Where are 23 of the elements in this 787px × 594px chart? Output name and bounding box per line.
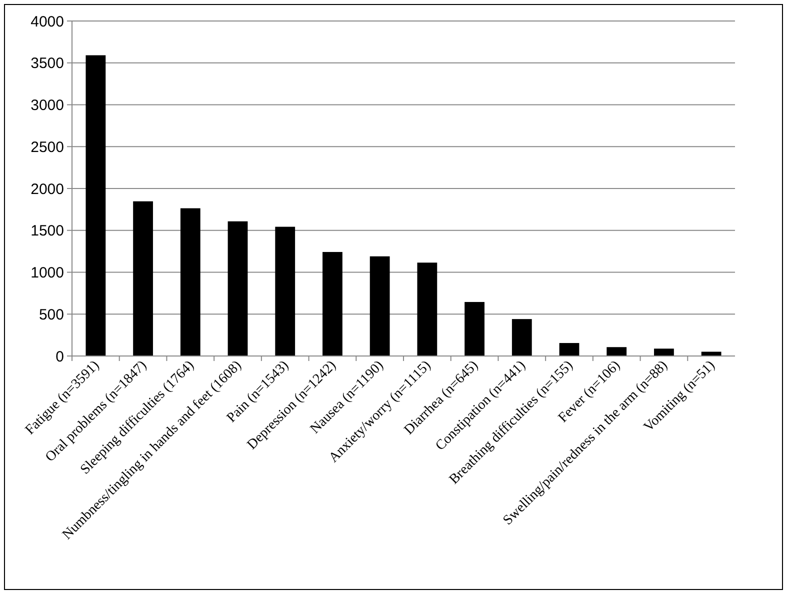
bar xyxy=(654,348,674,356)
bar xyxy=(606,347,627,356)
y-tick-label: 4000 xyxy=(30,13,64,30)
bar xyxy=(322,252,342,356)
bar xyxy=(559,343,580,356)
bar xyxy=(464,302,484,356)
bar xyxy=(701,352,722,356)
bar xyxy=(86,55,106,356)
y-tick-label: 3000 xyxy=(30,97,64,114)
bar xyxy=(228,221,248,356)
bar xyxy=(417,262,438,356)
y-tick-label: 1000 xyxy=(30,264,64,282)
y-tick-label: 3500 xyxy=(30,55,64,72)
y-tick-label: 500 xyxy=(38,306,64,324)
bar xyxy=(133,201,153,356)
y-tick-label: 1500 xyxy=(30,222,64,240)
bar xyxy=(370,256,390,356)
y-tick-label: 2000 xyxy=(30,180,64,198)
y-tick-label: 0 xyxy=(56,348,64,366)
bar xyxy=(512,319,532,356)
bar xyxy=(275,226,296,356)
y-tick-label: 2500 xyxy=(30,138,64,156)
bar xyxy=(180,208,200,356)
